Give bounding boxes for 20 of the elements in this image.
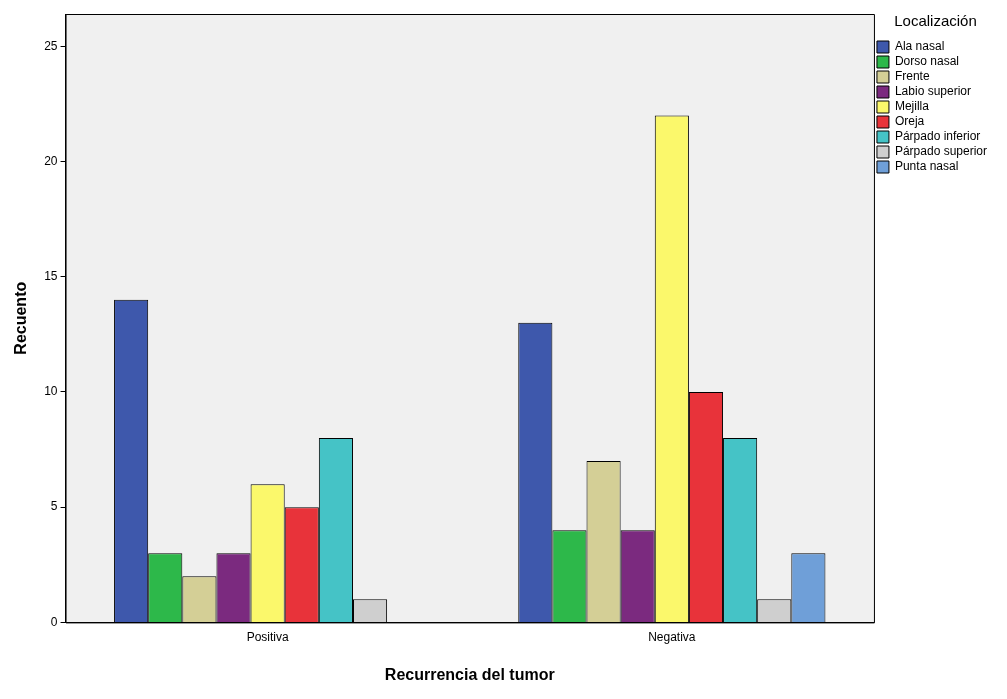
- x-axis-title: Recurrencia del tumor: [384, 665, 555, 683]
- legend-label: Dorso nasal: [894, 54, 959, 69]
- y-tick-label: 10: [44, 384, 58, 399]
- legend-label: Punta nasal: [894, 159, 959, 174]
- y-tick-label: 20: [44, 153, 58, 168]
- legend-label: Párpado inferior: [894, 129, 981, 144]
- y-tick-label: 25: [44, 38, 58, 53]
- y-tick-label: 0: [50, 614, 58, 629]
- y-tick-label: 5: [50, 499, 58, 514]
- legend-label: Mejilla: [894, 99, 930, 114]
- y-axis-title: Recuento: [12, 281, 30, 355]
- legend-label: Frente: [894, 69, 930, 84]
- x-tick-label: Positiva: [246, 629, 289, 644]
- legend-label: Oreja: [894, 114, 925, 129]
- x-tick-label: Negativa: [648, 629, 696, 644]
- y-tick-label: 15: [44, 269, 58, 284]
- legend-label: Ala nasal: [894, 39, 945, 54]
- legend-title: Localización: [894, 11, 977, 29]
- legend-label: Labio superior: [894, 84, 972, 99]
- legend-label: Párpado superior: [894, 144, 988, 159]
